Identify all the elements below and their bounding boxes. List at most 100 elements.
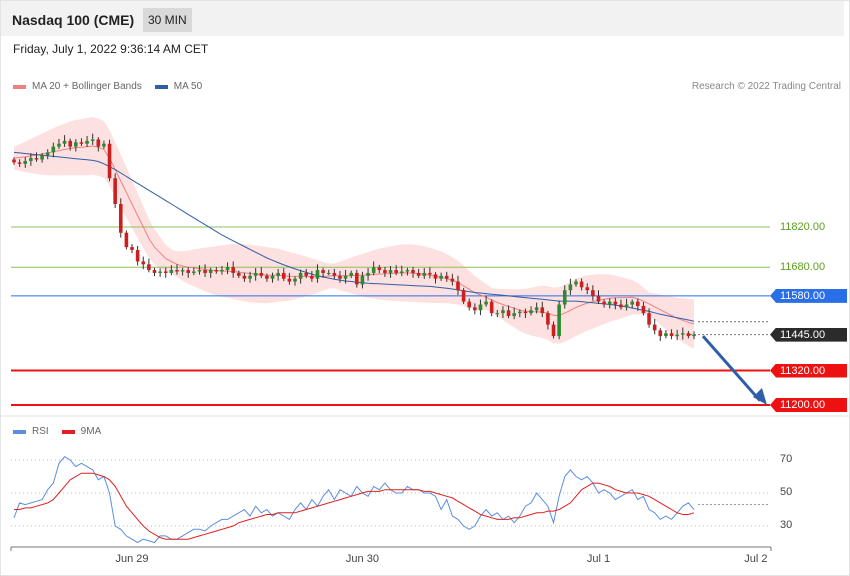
ma9-legend-label: 9MA bbox=[80, 426, 102, 437]
candle-body bbox=[113, 178, 117, 205]
candle-body bbox=[540, 307, 545, 314]
candle-body bbox=[518, 311, 522, 314]
rsi-tick-label: 70 bbox=[780, 453, 793, 465]
candle-body bbox=[624, 304, 629, 308]
candle-body bbox=[158, 271, 162, 273]
candle-body bbox=[467, 301, 472, 308]
candle-body bbox=[383, 270, 387, 273]
candle-body bbox=[596, 295, 601, 302]
candle-body bbox=[439, 275, 443, 279]
candle-body bbox=[135, 249, 140, 262]
candle-body bbox=[293, 278, 297, 282]
candle-body bbox=[512, 313, 516, 316]
candle-body bbox=[371, 267, 376, 273]
candle-body bbox=[310, 275, 314, 279]
candle-body bbox=[692, 334, 696, 337]
candle-body bbox=[192, 271, 196, 273]
series-line-ma-20 bbox=[13, 145, 695, 325]
candle-body bbox=[450, 278, 455, 282]
candle-body bbox=[40, 155, 44, 160]
timeframe-button[interactable]: 30 MIN bbox=[143, 8, 192, 32]
candle-body bbox=[630, 301, 634, 305]
candle-body bbox=[484, 301, 488, 305]
candle-body bbox=[298, 272, 303, 279]
candle-body bbox=[253, 272, 258, 276]
candle-body bbox=[214, 270, 219, 272]
candle-body bbox=[321, 270, 325, 273]
ma50-legend-label: MA 50 bbox=[173, 81, 203, 92]
candle-body bbox=[259, 272, 264, 276]
candle-body bbox=[534, 307, 539, 311]
level-label-resistance-1: 11680.00 bbox=[780, 261, 826, 274]
ma50-swatch bbox=[154, 84, 168, 89]
candle-body bbox=[169, 270, 174, 273]
candle-body bbox=[585, 287, 590, 291]
candle-body bbox=[591, 290, 595, 296]
candle-body bbox=[557, 304, 561, 337]
candle-body bbox=[399, 271, 404, 273]
candle-body bbox=[281, 272, 286, 279]
candle-body bbox=[23, 160, 28, 164]
rsi-series-rsi bbox=[13, 456, 695, 544]
candle-body bbox=[394, 270, 398, 273]
candle-body bbox=[265, 275, 269, 279]
candle-body bbox=[433, 274, 438, 279]
candle-body bbox=[208, 270, 213, 273]
candle-body bbox=[669, 333, 674, 337]
candle-body bbox=[686, 333, 691, 337]
candle-body bbox=[641, 305, 646, 314]
candle-body bbox=[652, 324, 657, 331]
candle-body bbox=[17, 162, 22, 164]
candle-body bbox=[388, 270, 393, 273]
candle-body bbox=[506, 310, 511, 316]
candle-body bbox=[568, 284, 573, 291]
candle-body bbox=[45, 152, 50, 156]
candle-body bbox=[231, 267, 235, 273]
candle-body bbox=[85, 140, 89, 144]
ma20-swatch bbox=[13, 84, 26, 89]
candle-body bbox=[355, 272, 359, 285]
rsi-tick-label: 50 bbox=[780, 486, 793, 498]
forecast-arrow-head bbox=[753, 388, 767, 405]
candle-body bbox=[79, 142, 84, 144]
candle-body bbox=[501, 310, 505, 314]
candle-body bbox=[658, 330, 663, 337]
candle-body bbox=[349, 272, 353, 276]
rsi-tick-label: 30 bbox=[780, 519, 793, 531]
candle-body bbox=[495, 313, 500, 315]
bollinger-band bbox=[14, 117, 694, 349]
candle-body bbox=[456, 281, 460, 291]
candle-body bbox=[147, 264, 151, 271]
chart-datetime: Friday, July 1, 2022 9:36:14 AM CET bbox=[13, 42, 209, 56]
candle-body bbox=[237, 272, 241, 276]
candle-body bbox=[130, 247, 134, 250]
candle-body bbox=[428, 272, 432, 275]
candle-body bbox=[562, 290, 567, 305]
candle-body bbox=[74, 142, 78, 147]
candle-body bbox=[102, 143, 106, 147]
series-line-ma-50 bbox=[13, 151, 695, 322]
candle-body bbox=[118, 204, 123, 233]
candle-body bbox=[546, 313, 550, 325]
x-tick-label: Jul 2 bbox=[744, 553, 768, 565]
candle-body bbox=[220, 270, 224, 272]
candle-body bbox=[461, 290, 466, 302]
candle-body bbox=[332, 272, 337, 276]
candle-body bbox=[62, 140, 67, 144]
candle-body bbox=[186, 270, 191, 273]
chart-credit: Research © 2022 Trading Central bbox=[691, 81, 841, 92]
candle-body bbox=[270, 275, 275, 279]
candle-body bbox=[287, 278, 292, 282]
candle-body bbox=[664, 333, 668, 337]
candle-body bbox=[203, 270, 207, 273]
candle-body bbox=[242, 275, 247, 279]
candle-body bbox=[602, 301, 606, 305]
candle-body bbox=[326, 272, 331, 274]
candle-body bbox=[248, 275, 252, 279]
candle-body bbox=[444, 275, 449, 279]
candle-body bbox=[551, 324, 556, 337]
candle-body bbox=[343, 275, 348, 279]
candle-body bbox=[175, 270, 179, 272]
rsi-legend: RSI 9MA bbox=[13, 426, 101, 437]
